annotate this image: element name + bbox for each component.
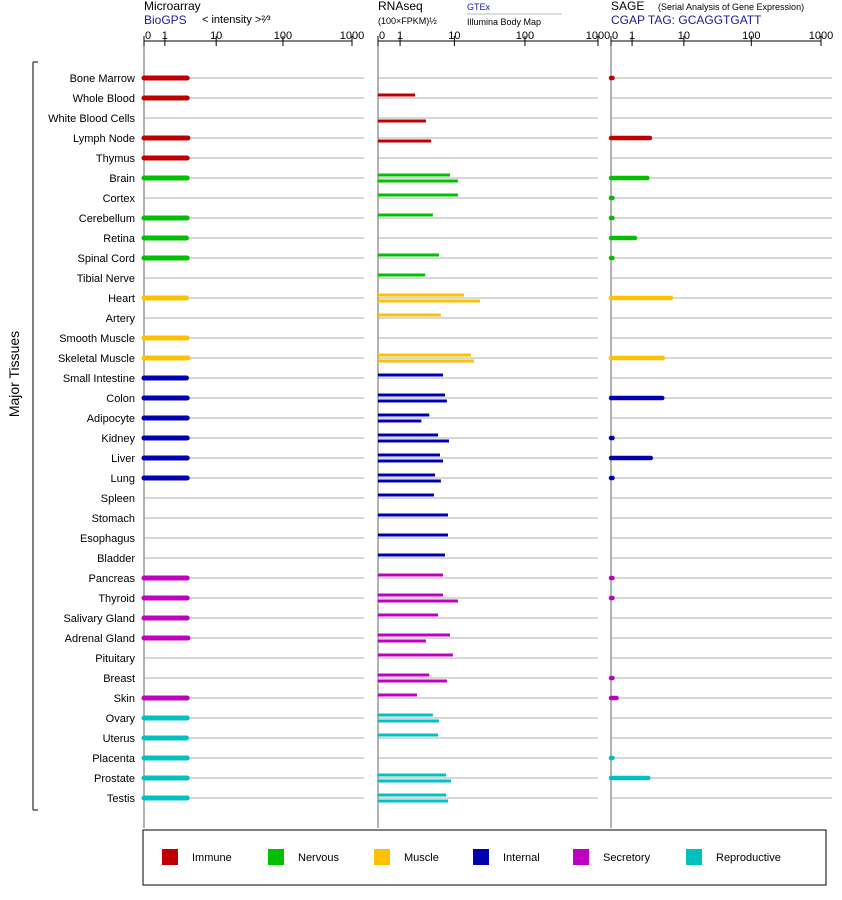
category-label: Liver xyxy=(111,453,135,465)
x-tick-label: 10 xyxy=(210,30,222,42)
category-label: Ovary xyxy=(106,713,136,725)
legend-swatch xyxy=(473,849,489,865)
panel-title: RNAseq xyxy=(378,0,423,13)
category-label: Smooth Muscle xyxy=(59,333,135,345)
axis-label: < intensity >²⁄³ xyxy=(202,14,271,26)
category-label: Testis xyxy=(107,793,136,805)
legend-swatch xyxy=(268,849,284,865)
category-label: Esophagus xyxy=(80,533,136,545)
panel-title: SAGE xyxy=(611,0,644,13)
category-label: Brain xyxy=(109,173,135,185)
category-label: Small Intestine xyxy=(63,373,135,385)
category-label: Lung xyxy=(111,473,135,485)
legend-label: Nervous xyxy=(298,852,339,864)
axis-label: (100×FPKM)½ xyxy=(378,16,437,26)
x-tick-label: 100 xyxy=(742,30,760,42)
legend-label: Internal xyxy=(503,852,540,864)
y-axis-label: Major Tissues xyxy=(6,331,22,417)
x-tick-label: 1000 xyxy=(586,30,610,42)
category-label: Pituitary xyxy=(95,653,135,665)
panel-subtitle: (Serial Analysis of Gene Expression) xyxy=(658,2,804,12)
category-label: Prostate xyxy=(94,773,135,785)
x-tick-label: 1 xyxy=(397,30,403,42)
x-tick-label: 1 xyxy=(162,30,168,42)
category-label: Colon xyxy=(106,393,135,405)
legend-swatch xyxy=(573,849,589,865)
legend-swatch xyxy=(374,849,390,865)
x-tick-label: 100 xyxy=(274,30,292,42)
category-label: Breast xyxy=(103,673,135,685)
category-label: Bladder xyxy=(97,553,135,565)
category-label: Thyroid xyxy=(98,593,135,605)
category-label: Whole Blood xyxy=(73,93,135,105)
legend-label: Muscle xyxy=(404,852,439,864)
x-tick-label: 0 xyxy=(379,30,385,42)
category-label: Bone Marrow xyxy=(70,73,135,85)
x-tick-label: 1 xyxy=(629,30,635,42)
legend-label: Secretory xyxy=(603,852,651,864)
category-label: Skeletal Muscle xyxy=(58,353,135,365)
x-tick-label: 100 xyxy=(516,30,534,42)
series-name: GTEx xyxy=(467,2,491,12)
x-tick-label: 0 xyxy=(145,30,151,42)
category-label: Placenta xyxy=(92,753,136,765)
category-label: Retina xyxy=(103,233,136,245)
legend-box xyxy=(142,829,827,886)
category-label: Heart xyxy=(108,293,135,305)
panel-title: Microarray xyxy=(144,0,201,13)
series-name: Illumina Body Map xyxy=(467,17,541,27)
category-label: Tibial Nerve xyxy=(77,273,135,285)
legend-swatch xyxy=(686,849,702,865)
x-tick-label: 0 xyxy=(612,30,618,42)
category-label: Adrenal Gland xyxy=(65,633,135,645)
category-label: Pancreas xyxy=(89,573,136,585)
category-label: Spinal Cord xyxy=(78,253,135,265)
category-label: White Blood Cells xyxy=(48,113,135,125)
series-name: CGAP TAG: GCAGGTGATT xyxy=(611,13,762,27)
x-tick-label: 1000 xyxy=(340,30,364,42)
x-tick-label: 1000 xyxy=(809,30,833,42)
category-label: Spleen xyxy=(101,493,135,505)
x-tick-label: 10 xyxy=(678,30,690,42)
category-label: Lymph Node xyxy=(73,133,135,145)
legend-swatch xyxy=(162,849,178,865)
category-label: Cortex xyxy=(103,193,136,205)
category-label: Skin xyxy=(114,693,135,705)
category-label: Artery xyxy=(106,313,136,325)
category-label: Adipocyte xyxy=(87,413,135,425)
series-name: BioGPS xyxy=(144,13,187,27)
category-label: Stomach xyxy=(92,513,135,525)
category-label: Uterus xyxy=(103,733,136,745)
category-label: Salivary Gland xyxy=(63,613,135,625)
x-tick-label: 10 xyxy=(448,30,460,42)
legend-label: Reproductive xyxy=(716,852,781,864)
category-label: Thymus xyxy=(96,153,136,165)
legend-label: Immune xyxy=(192,852,232,864)
category-label: Kidney xyxy=(101,433,135,445)
category-label: Cerebellum xyxy=(79,213,135,225)
